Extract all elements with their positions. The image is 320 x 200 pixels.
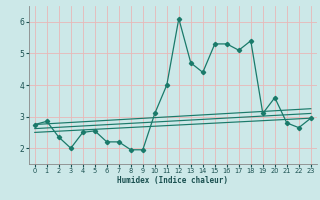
- X-axis label: Humidex (Indice chaleur): Humidex (Indice chaleur): [117, 176, 228, 185]
